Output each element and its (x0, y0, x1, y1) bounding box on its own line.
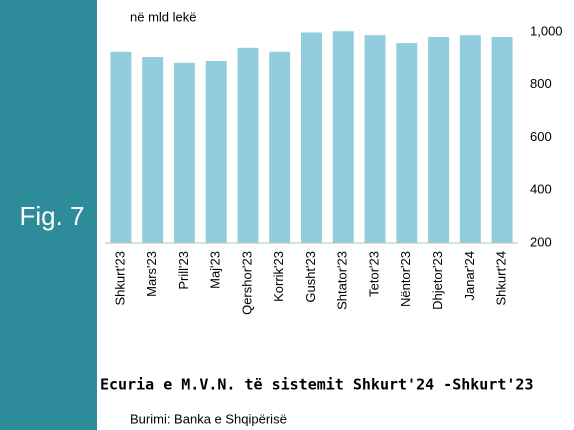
bar (396, 43, 418, 243)
x-tick-label: Dhjetor'23 (430, 251, 445, 310)
bar (428, 37, 450, 244)
y-tick-label: 1,000 (530, 23, 563, 38)
x-tick-label: Mars'23 (144, 251, 159, 297)
sidebar (0, 0, 97, 430)
x-tick-label: Gusht'23 (303, 251, 318, 303)
x-tick-label: Shkurt'23 (112, 251, 127, 306)
x-tick-label: Tetor'23 (366, 251, 381, 297)
bar (301, 32, 322, 244)
x-tick-label: Maj'23 (208, 251, 223, 289)
bar (459, 35, 481, 243)
bar (142, 57, 164, 244)
y-tick-label: 800 (530, 76, 552, 91)
bar (491, 37, 513, 244)
x-tick-label: Qershor'23 (239, 251, 254, 315)
x-tick-label: Prill'23 (176, 251, 191, 290)
bar (332, 31, 354, 243)
bar (237, 47, 259, 244)
bar (110, 51, 132, 243)
y-tick-label: 600 (530, 129, 552, 144)
y-axis-label: në mld lekë (130, 9, 196, 24)
x-tick-label: Janar'24 (462, 251, 477, 300)
x-tick-label: Shkurt'24 (494, 251, 509, 306)
bar (364, 35, 386, 243)
x-tick-label: Korrik'23 (271, 251, 286, 302)
y-tick-label: 400 (530, 182, 552, 197)
x-tick-label: Nëntor'23 (398, 251, 413, 307)
bar (269, 51, 291, 243)
chart-title: Ecuria e M.V.N. të sistemit Shkurt'24 -S… (100, 376, 533, 394)
figure-label: Fig. 7 (19, 201, 84, 231)
y-tick-label: 200 (530, 234, 552, 249)
x-tick-label: Shtator'23 (335, 251, 350, 310)
bar (173, 62, 195, 243)
source: Burimi: Banka e Shqipërisë (130, 411, 287, 426)
bar (205, 61, 227, 244)
